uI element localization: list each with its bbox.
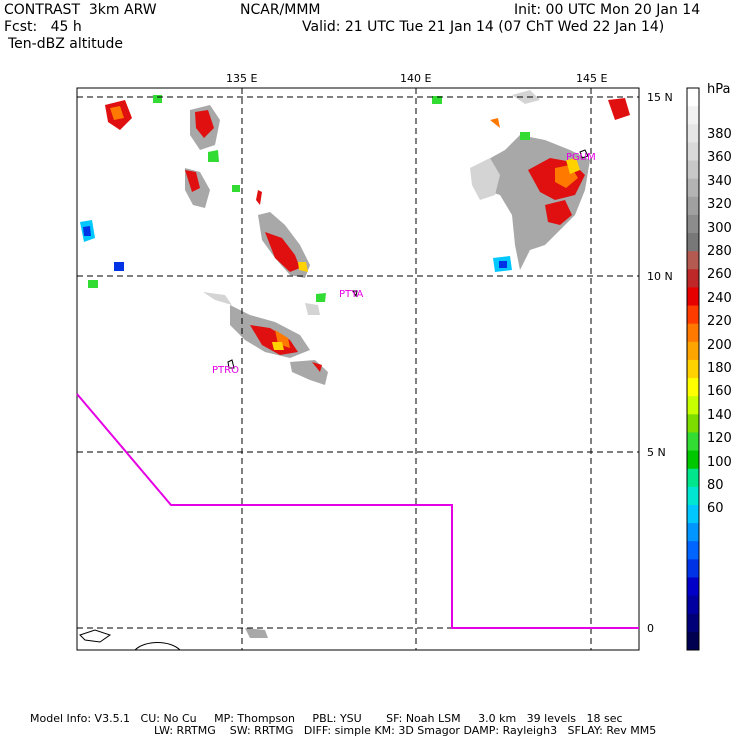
colorbar-swatch	[687, 523, 699, 542]
colorbar-swatch	[687, 595, 699, 615]
colorbar-swatch	[687, 178, 699, 198]
colorbar-swatch	[687, 631, 699, 651]
organization-label: NCAR/MMM	[240, 2, 321, 18]
colorbar-swatch	[687, 124, 699, 143]
station-ptro: PTRO	[212, 365, 239, 376]
colorbar-swatch	[687, 504, 699, 524]
colorbar-swatch	[687, 160, 699, 180]
colorbar-swatch	[687, 287, 699, 307]
colorbar-swatch	[687, 559, 699, 578]
colorbar-swatch	[687, 468, 699, 488]
colorbar-swatch	[687, 251, 699, 270]
colorbar-tick-label: 260	[707, 267, 732, 283]
colorbar-tick-label: 200	[707, 337, 732, 353]
colorbar-swatch	[687, 359, 699, 379]
lat-label-0: 0	[647, 622, 654, 635]
valid-time: Valid: 21 UTC Tue 21 Jan 14 (07 ChT Wed …	[302, 19, 665, 35]
colorbar-swatch	[687, 414, 699, 433]
colorbar-tick-label: 320	[707, 197, 732, 213]
boundary-line	[76, 393, 639, 629]
colorbar-tick-label: 60	[707, 501, 724, 517]
colorbar-tick-label: 160	[707, 384, 732, 400]
colorbar-frame	[686, 87, 700, 651]
init-time: Init: 00 UTC Mon 20 Jan 14	[514, 2, 701, 18]
colorbar-tick-label: 380	[707, 127, 732, 142]
field-name: Ten-dBZ altitude	[8, 36, 123, 52]
lat-label-10n: 10 N	[647, 270, 673, 283]
model-info-line-2: LW: RRTMG SW: RRTMG DIFF: simple KM: 3D …	[154, 724, 657, 737]
colorbar-tick-label: 120	[707, 431, 732, 447]
colorbar-tick-label: 340	[707, 173, 732, 189]
colorbar-swatch	[687, 450, 699, 470]
colorbar-tick-label: 220	[707, 314, 732, 330]
colorbar-swatch	[687, 378, 699, 397]
colorbar-tick-label: 280	[707, 244, 732, 259]
colorbar-tick-label: 300	[707, 220, 732, 236]
colorbar-swatch	[687, 396, 699, 415]
colorbar-tick-label: 100	[707, 454, 732, 470]
colorbar-swatch	[687, 486, 699, 506]
lat-label-15n: 15 N	[647, 91, 673, 104]
station-ptya: PTYA	[339, 289, 364, 300]
colorbar-swatch	[687, 142, 699, 162]
colorbar-tick-label: 140	[707, 407, 732, 423]
colorbar-swatch	[687, 269, 699, 288]
colorbar-unit: hPa	[707, 82, 731, 97]
radar-echoes	[80, 90, 630, 638]
model-info-line-1: Model Info: V3.5.1 CU: No Cu MP: Thompso…	[30, 712, 623, 725]
colorbar-swatch	[687, 432, 699, 452]
lon-label-140e: 140 E	[400, 72, 432, 85]
model-title: CONTRAST 3km ARW	[4, 2, 157, 18]
colorbar-swatch	[687, 106, 699, 125]
colorbar-tick-label: 240	[707, 290, 732, 306]
colorbar-tick-label: 80	[707, 478, 724, 493]
colorbar	[686, 87, 700, 651]
lat-label-5n: 5 N	[647, 446, 666, 459]
colorbar-swatch	[687, 577, 699, 597]
colorbar-swatch	[687, 88, 699, 107]
colorbar-tick-label: 360	[707, 150, 732, 166]
coastlines	[79, 149, 589, 651]
colorbar-tick-label: 180	[707, 361, 732, 376]
colorbar-swatch	[687, 323, 699, 343]
colorbar-swatch	[687, 341, 699, 361]
colorbar-swatch	[687, 196, 699, 216]
lon-label-135e: 135 E	[226, 72, 258, 85]
station-pgum: PGUM	[566, 152, 596, 163]
colorbar-swatch	[687, 541, 699, 560]
colorbar-swatch	[687, 233, 699, 252]
forecast-hour: Fcst: 45 h	[4, 19, 82, 35]
lon-label-145e: 145 E	[576, 72, 608, 85]
colorbar-swatch	[687, 214, 699, 234]
colorbar-swatch	[687, 613, 699, 633]
colorbar-swatch	[687, 305, 699, 325]
lat-lon-grid	[77, 88, 639, 650]
